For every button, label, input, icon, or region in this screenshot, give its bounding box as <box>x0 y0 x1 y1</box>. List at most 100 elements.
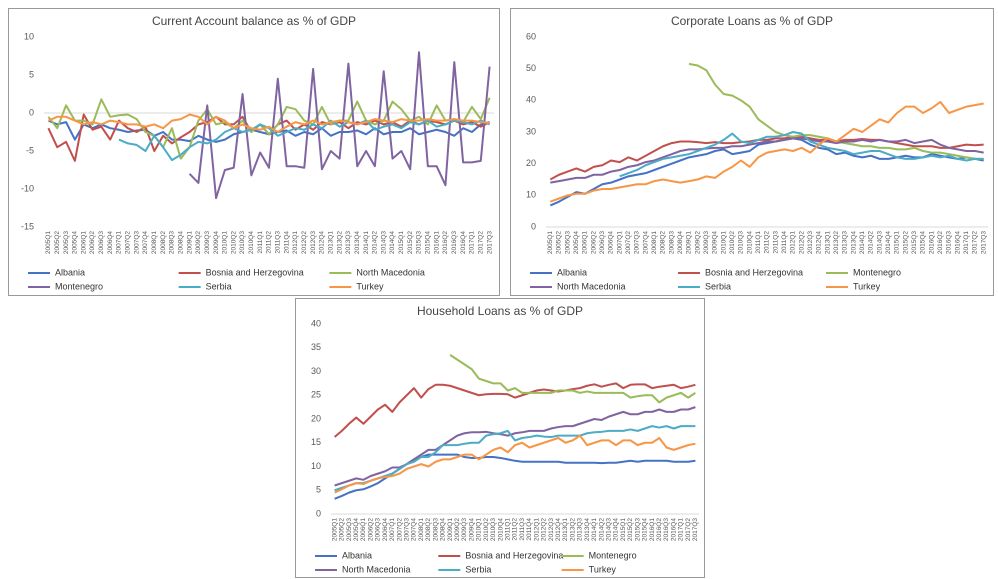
x-tick-label: 2007Q3 <box>634 231 641 255</box>
x-tick-label: 2016Q4 <box>460 231 467 255</box>
x-tick-label: 2008Q1 <box>418 518 425 542</box>
x-tick-label: 2017Q3 <box>486 231 493 255</box>
x-tick-label: 2009Q3 <box>204 231 211 255</box>
x-tick-label: 2016Q1 <box>433 231 440 255</box>
x-tick-label: 2013Q3 <box>345 231 352 255</box>
x-tick-label: 2007Q2 <box>396 518 403 542</box>
x-tick-label: 2017Q2 <box>685 518 692 542</box>
x-tick-label: 2010Q1 <box>476 518 483 542</box>
x-tick-label: 2011Q2 <box>512 518 519 541</box>
x-tick-label: 2015Q1 <box>894 231 901 255</box>
x-tick-label: 2005Q4 <box>72 231 79 255</box>
x-tick-label: 2007Q2 <box>125 231 132 255</box>
x-tick-label: 2016Q3 <box>451 231 458 255</box>
x-tick-label: 2015Q1 <box>398 231 405 255</box>
x-tick-label: 2013Q2 <box>569 518 576 542</box>
legend-label: Serbia <box>206 281 232 291</box>
line-series <box>118 119 490 162</box>
x-tick-label: 2012Q4 <box>319 231 326 255</box>
x-tick-label: 2007Q4 <box>411 518 418 542</box>
legend-label: Albania <box>557 267 587 277</box>
legend-label: Montenegro <box>853 267 901 277</box>
x-tick-label: 2008Q1 <box>151 231 158 255</box>
x-tick-label: 2012Q1 <box>790 231 797 255</box>
y-tick-label: 50 <box>526 63 536 73</box>
legend-label: Serbia <box>465 564 491 574</box>
x-tick-label: 2007Q4 <box>642 231 649 255</box>
x-tick-label: 2012Q2 <box>541 518 548 542</box>
x-tick-label: 2005Q3 <box>564 231 571 255</box>
x-tick-label: 2009Q4 <box>213 231 220 255</box>
x-tick-label: 2013Q4 <box>354 231 361 255</box>
x-tick-label: 2010Q4 <box>746 231 753 255</box>
legend-label: Bosnia and Herzegovina <box>206 267 304 277</box>
x-tick-label: 2006Q4 <box>382 518 389 542</box>
line-series <box>549 137 984 207</box>
y-tick-label: 60 <box>526 31 536 41</box>
x-tick-label: 2010Q2 <box>483 518 490 542</box>
x-tick-label: 2007Q2 <box>625 231 632 255</box>
x-tick-label: 2011Q4 <box>526 518 533 541</box>
x-tick-label: 2005Q3 <box>346 518 353 542</box>
line-series <box>619 131 984 178</box>
x-tick-label: 2015Q3 <box>634 518 641 542</box>
x-tick-label: 2015Q2 <box>407 231 414 255</box>
x-tick-label: 2006Q1 <box>360 518 367 542</box>
y-tick-label: 10 <box>311 461 321 471</box>
x-tick-label: 2010Q1 <box>720 231 727 255</box>
x-tick-label: 2017Q2 <box>972 231 979 255</box>
x-tick-label: 2010Q2 <box>729 231 736 255</box>
x-tick-label: 2016Q3 <box>663 518 670 542</box>
line-series <box>549 135 984 181</box>
x-tick-label: 2014Q1 <box>363 231 370 255</box>
x-tick-label: 2014Q3 <box>876 231 883 255</box>
x-tick-label: 2007Q3 <box>133 231 140 255</box>
x-tick-label: 2005Q1 <box>547 231 554 255</box>
x-tick-label: 2008Q4 <box>177 231 184 255</box>
legend-label: Montenegro <box>55 281 103 291</box>
x-tick-label: 2014Q1 <box>591 518 598 542</box>
x-tick-label: 2015Q3 <box>911 231 918 255</box>
x-tick-label: 2014Q1 <box>859 231 866 255</box>
legend-label: Serbia <box>705 281 731 291</box>
x-tick-label: 2016Q2 <box>442 231 449 255</box>
x-tick-label: 2009Q1 <box>447 518 454 542</box>
line-series <box>47 97 491 160</box>
legend-label: Bosnia and Herzegovina <box>465 550 563 560</box>
chart-title: Current Account balance as % of GDP <box>152 14 356 28</box>
legend-label: Montenegro <box>589 550 637 560</box>
y-tick-label: 0 <box>29 107 34 117</box>
x-tick-label: 2013Q2 <box>833 231 840 255</box>
x-tick-label: 2014Q2 <box>868 231 875 255</box>
chart-title: Corporate Loans as % of GDP <box>671 14 833 28</box>
x-tick-label: 2011Q1 <box>755 231 762 254</box>
x-tick-label: 2013Q4 <box>584 518 591 542</box>
x-tick-label: 2005Q2 <box>339 518 346 542</box>
x-tick-label: 2013Q1 <box>562 518 569 542</box>
y-tick-label: 35 <box>311 342 321 352</box>
x-tick-label: 2017Q3 <box>980 231 987 255</box>
y-tick-label: 20 <box>526 158 536 168</box>
x-tick-label: 2008Q4 <box>440 518 447 542</box>
line-series <box>549 100 984 203</box>
x-tick-label: 2007Q1 <box>389 518 396 542</box>
x-tick-label: 2006Q3 <box>98 231 105 255</box>
x-tick-label: 2013Q2 <box>336 231 343 255</box>
x-tick-label: 2016Q1 <box>649 518 656 542</box>
x-tick-label: 2005Q4 <box>353 518 360 542</box>
x-tick-label: 2016Q4 <box>670 518 677 542</box>
x-tick-label: 2010Q3 <box>239 231 246 255</box>
x-tick-label: 2008Q3 <box>169 231 176 255</box>
y-tick-label: 30 <box>526 126 536 136</box>
x-tick-label: 2012Q4 <box>555 518 562 542</box>
x-tick-label: 2012Q2 <box>798 231 805 255</box>
x-tick-label: 2006Q1 <box>582 231 589 255</box>
legend-label: North Macedonia <box>557 281 626 291</box>
line-series <box>334 425 696 492</box>
x-tick-label: 2007Q3 <box>403 518 410 542</box>
x-tick-label: 2006Q3 <box>599 231 606 255</box>
x-tick-label: 2017Q2 <box>477 231 484 255</box>
x-tick-label: 2016Q2 <box>937 231 944 255</box>
